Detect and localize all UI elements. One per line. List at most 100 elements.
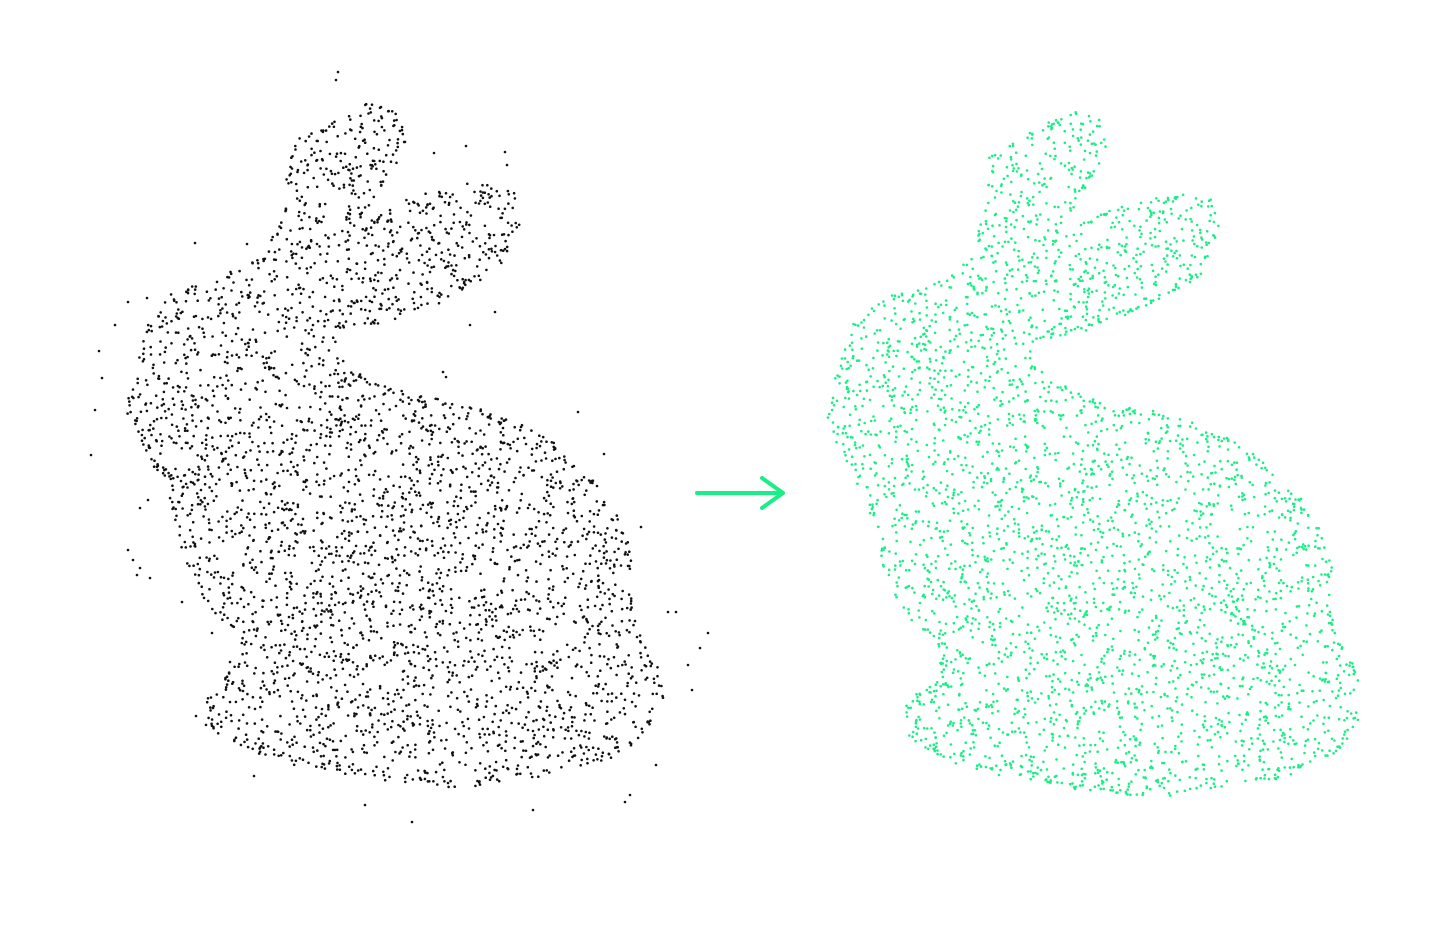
noisy-point xyxy=(265,478,268,481)
noisy-point xyxy=(585,745,588,749)
noisy-point xyxy=(384,487,388,491)
noisy-point xyxy=(177,429,180,433)
noisy-point xyxy=(169,293,173,296)
noisy-point xyxy=(147,444,151,447)
denoised-point xyxy=(1023,435,1027,438)
noisy-point xyxy=(519,466,522,469)
noisy-point xyxy=(203,496,206,500)
outlier-point xyxy=(493,310,497,314)
noisy-point xyxy=(437,463,440,467)
noisy-point xyxy=(189,545,192,548)
noisy-point xyxy=(252,487,255,491)
noisy-point xyxy=(370,419,373,422)
noisy-point xyxy=(292,707,296,710)
noisy-point xyxy=(201,317,204,321)
denoised-point xyxy=(1085,312,1089,316)
noisy-point xyxy=(470,606,474,609)
noisy-point xyxy=(390,450,394,453)
noisy-point xyxy=(261,599,264,602)
noisy-point xyxy=(213,353,217,357)
noisy-point xyxy=(172,403,176,407)
noisy-point xyxy=(526,765,530,769)
denoised-point xyxy=(1067,185,1070,189)
denoised-point xyxy=(1018,309,1021,313)
denoised-point xyxy=(1026,694,1029,698)
noisy-point xyxy=(592,692,595,695)
noisy-point xyxy=(453,536,457,539)
denoised-point xyxy=(989,477,993,481)
noisy-point xyxy=(401,504,404,508)
denoised-point xyxy=(922,486,925,490)
noisy-point xyxy=(152,363,155,367)
noisy-point xyxy=(348,626,351,630)
noisy-point xyxy=(260,560,263,564)
noisy-point xyxy=(649,719,652,722)
noisy-point xyxy=(458,286,461,289)
noisy-point xyxy=(568,693,572,697)
noisy-point xyxy=(421,692,425,696)
noisy-point xyxy=(501,426,505,430)
noisy-point xyxy=(478,732,481,736)
denoised-point xyxy=(1040,524,1044,527)
noisy-point xyxy=(548,714,551,717)
denoised-point xyxy=(976,554,980,558)
noisy-point xyxy=(408,659,411,663)
noisy-point xyxy=(237,665,240,668)
noisy-point xyxy=(583,587,587,590)
noisy-point xyxy=(423,704,426,707)
denoised-point xyxy=(1146,206,1150,210)
noisy-point xyxy=(505,630,509,634)
noisy-point xyxy=(265,540,268,544)
denoised-point xyxy=(997,241,1000,245)
noisy-point xyxy=(487,256,491,260)
noisy-point xyxy=(309,240,313,243)
noisy-point xyxy=(319,253,322,256)
noisy-point xyxy=(464,278,467,282)
noisy-point xyxy=(434,253,438,257)
noisy-point xyxy=(462,734,466,738)
noisy-point xyxy=(407,221,410,224)
noisy-point xyxy=(349,312,353,315)
noisy-point xyxy=(326,252,329,255)
outlier-point xyxy=(698,646,702,650)
noisy-point xyxy=(228,700,232,704)
denoised-point xyxy=(942,668,946,671)
noisy-point xyxy=(211,389,215,393)
denoised-point xyxy=(1047,694,1050,698)
noisy-point xyxy=(571,720,574,724)
denoised-point xyxy=(1111,519,1114,523)
noisy-point xyxy=(432,780,435,783)
denoised-point xyxy=(914,404,918,408)
noisy-point xyxy=(570,502,574,506)
noisy-point xyxy=(498,422,502,426)
noisy-point xyxy=(215,495,218,498)
noisy-point xyxy=(389,659,393,662)
noisy-point xyxy=(259,480,263,483)
noisy-point xyxy=(295,741,298,744)
noisy-point xyxy=(484,705,488,708)
noisy-point xyxy=(457,416,461,420)
noisy-point xyxy=(352,561,356,564)
denoised-point xyxy=(1069,122,1073,126)
noisy-point xyxy=(575,479,579,483)
noisy-point xyxy=(412,530,415,534)
noisy-point xyxy=(441,537,445,540)
noisy-point xyxy=(208,486,211,489)
noisy-point xyxy=(400,642,403,646)
noisy-point xyxy=(155,417,159,421)
noisy-point xyxy=(294,148,297,151)
noisy-point xyxy=(322,336,325,339)
noisy-point xyxy=(253,707,257,711)
noisy-point xyxy=(448,484,452,488)
noisy-point xyxy=(359,631,362,635)
noisy-point xyxy=(299,160,303,163)
noisy-point xyxy=(414,552,417,555)
noisy-point xyxy=(530,686,533,690)
noisy-point xyxy=(436,551,440,555)
noisy-point xyxy=(585,670,588,674)
noisy-point xyxy=(495,189,499,193)
noisy-point xyxy=(607,588,610,591)
noisy-point xyxy=(287,553,291,557)
noisy-point xyxy=(308,626,312,630)
noisy-point xyxy=(380,504,384,507)
